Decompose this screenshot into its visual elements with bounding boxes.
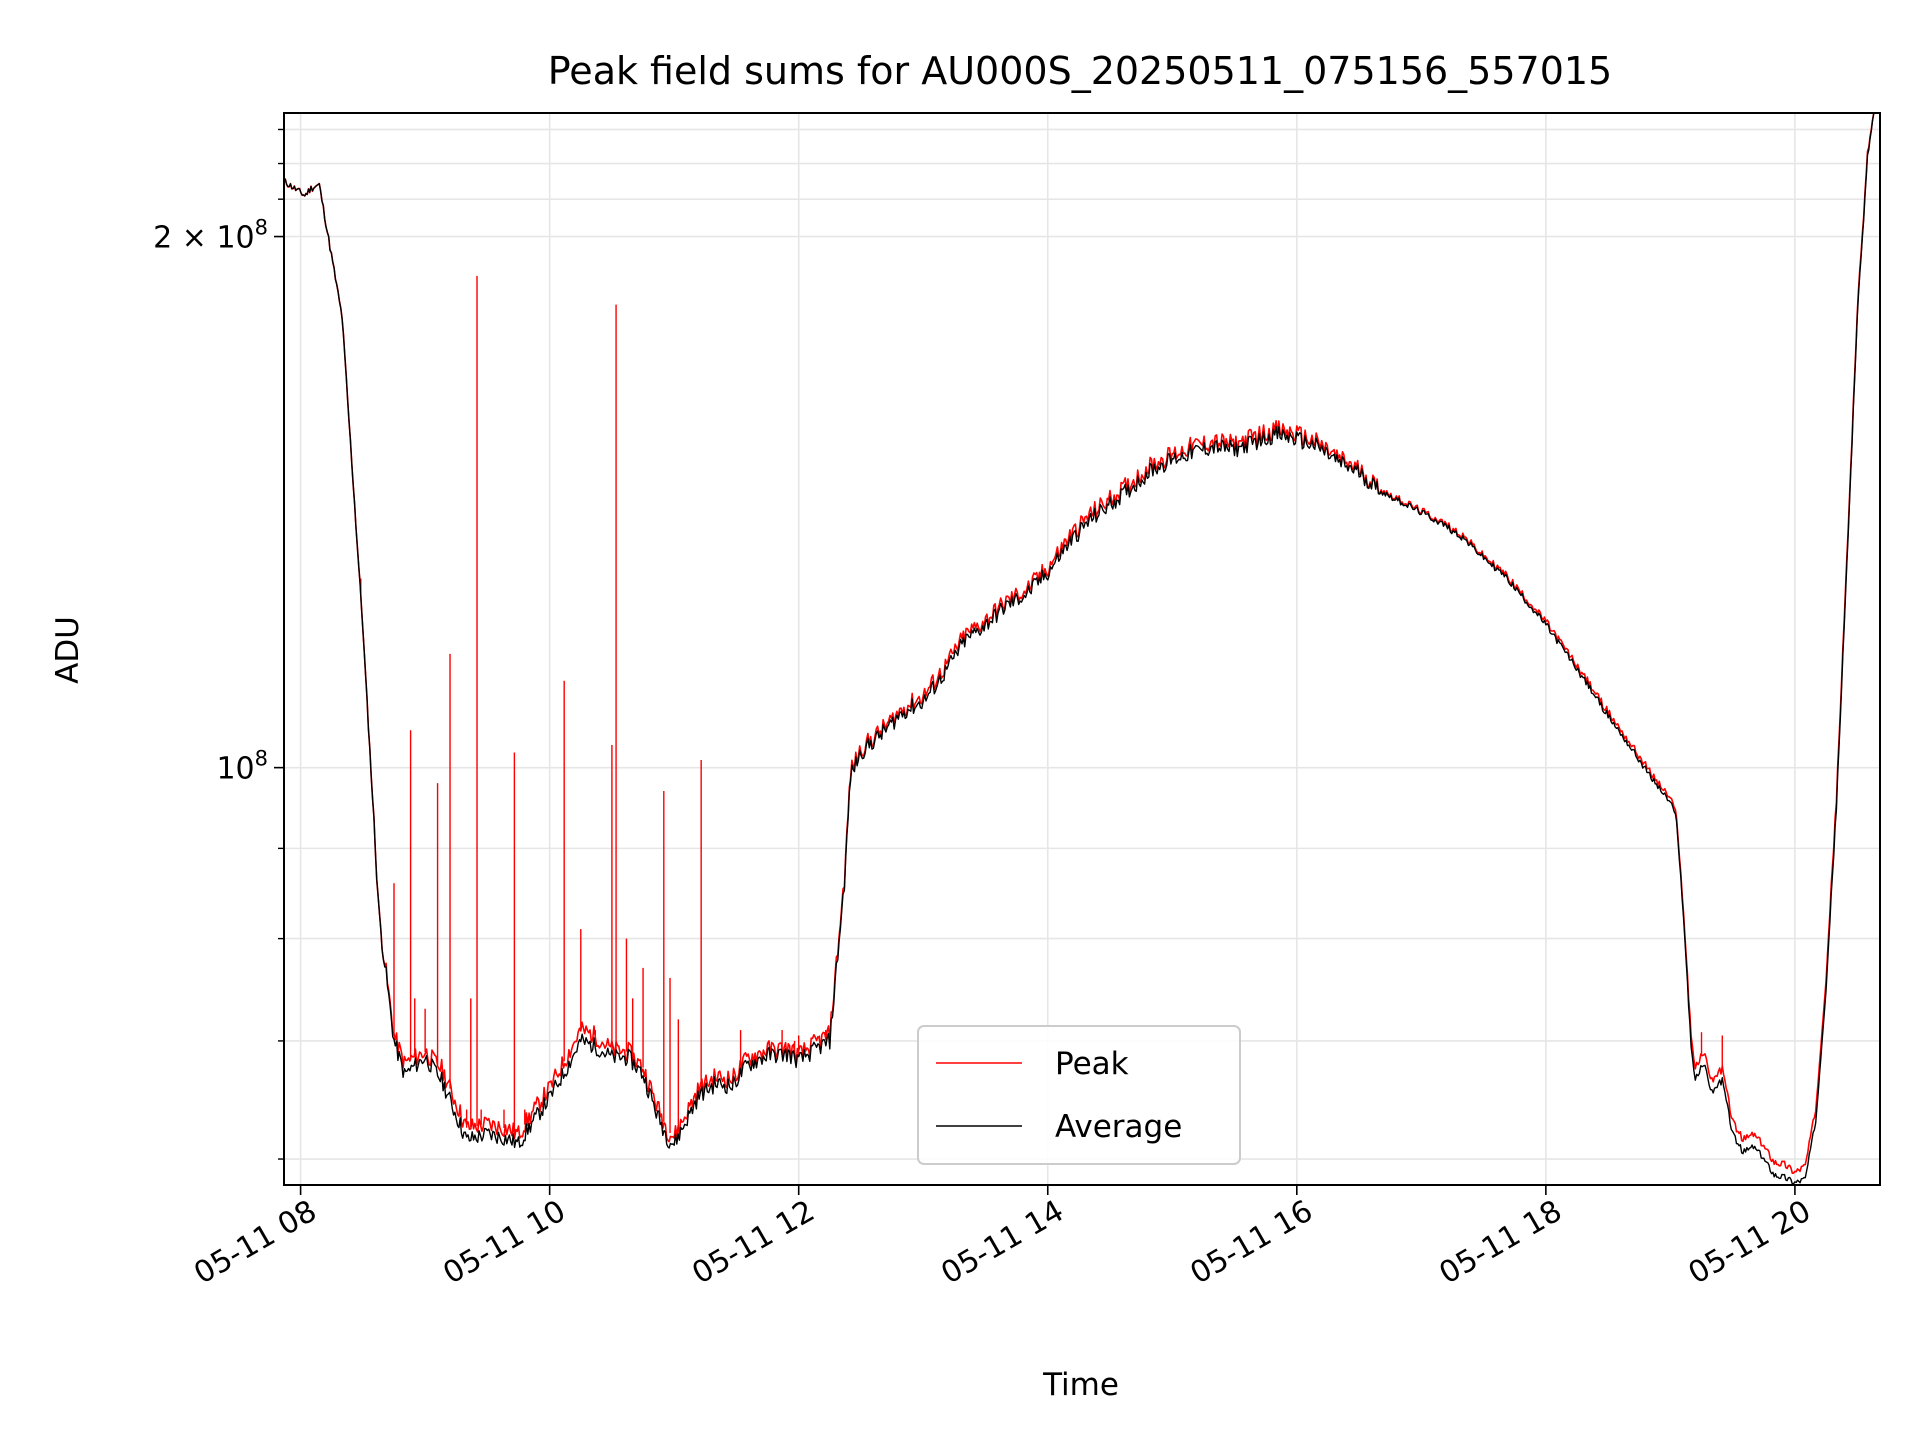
y-tick-exponent: 8: [255, 216, 268, 240]
x-axis-label: Time: [1042, 1367, 1119, 1403]
y-tick-base: 10: [216, 752, 254, 787]
legend-label-peak: Peak: [1055, 1046, 1129, 1082]
y-tick-label: 2 × 108: [153, 216, 268, 256]
series-line-average: [284, 113, 1875, 1185]
legend-box: [917, 1025, 1241, 1165]
y-tick-base: 10: [216, 221, 254, 256]
y-tick-exponent: 8: [255, 747, 268, 771]
legend: Peak Average: [917, 1025, 1241, 1165]
chart-title: Peak field sums for AU000S_20250511_0751…: [548, 49, 1612, 93]
plot-area: [284, 113, 1875, 1185]
plot-frame: [283, 112, 1881, 1186]
y-tick-label: 108: [216, 747, 268, 787]
legend-label-average: Average: [1055, 1109, 1182, 1145]
y-axis-label: ADU: [50, 616, 86, 684]
y-tick-prefix: 2 ×: [153, 221, 216, 256]
